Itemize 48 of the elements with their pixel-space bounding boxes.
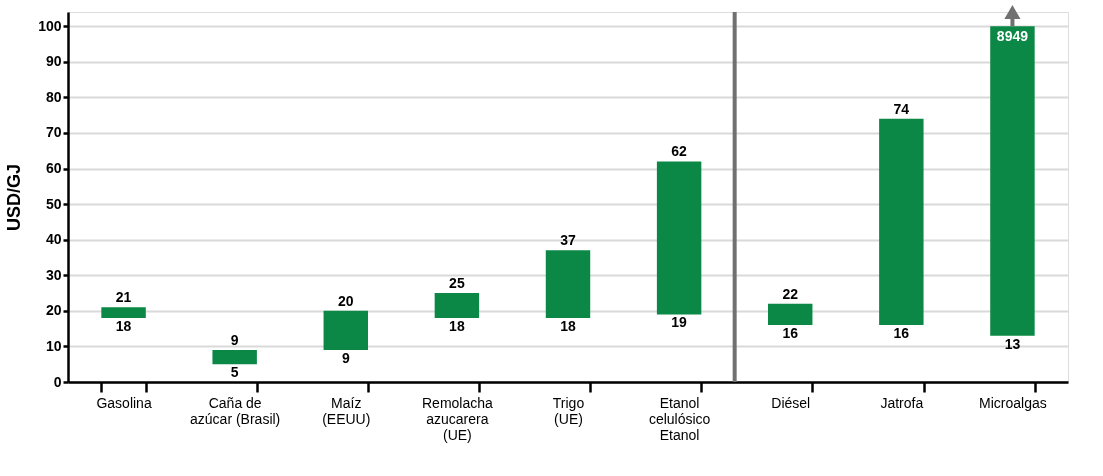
annotation: 22 xyxy=(782,285,799,302)
annotation: 5 xyxy=(230,364,239,381)
annotation: 21 xyxy=(115,289,132,306)
annotation: 74 xyxy=(893,100,910,117)
y-tick-label: 40 xyxy=(45,231,62,248)
y-tick-label: 30 xyxy=(45,266,62,283)
bar xyxy=(323,310,368,350)
x-tick-label: Caña de azúcar (Brasil) xyxy=(190,394,281,427)
x-tick-label: Microalgas xyxy=(979,394,1047,411)
annotation: 18 xyxy=(115,317,132,334)
x-tick-label: Jatrofa xyxy=(880,394,924,411)
x-tick-label: Remolacha azucarera (UE) xyxy=(421,394,493,443)
bar xyxy=(545,250,591,318)
y-tick-label: 20 xyxy=(45,302,62,319)
y-tick-label: 60 xyxy=(45,160,62,177)
annotation: 62 xyxy=(671,143,688,160)
annotation: 25 xyxy=(449,275,465,292)
x-tick-label: Gasolina xyxy=(96,394,152,411)
annotation: 13 xyxy=(1004,335,1021,352)
x-tick-label: Etanol celulósico Etanol xyxy=(648,394,711,443)
bar xyxy=(879,118,924,326)
bar xyxy=(768,303,813,326)
x-tick-label: Diésel xyxy=(771,394,811,411)
annotation: 19 xyxy=(671,314,688,331)
y-tick-label: 100 xyxy=(38,17,62,34)
annotation: 9 xyxy=(341,349,350,366)
annotation: 20 xyxy=(337,292,354,309)
y-tick-label: 70 xyxy=(45,124,62,141)
y-tick-label: 80 xyxy=(45,88,62,105)
y-tick-label: 50 xyxy=(45,195,62,212)
annotation: 16 xyxy=(893,325,910,342)
bar xyxy=(434,293,480,318)
y-tick-label: 90 xyxy=(45,53,62,70)
x-tick-label: Trigo (UE) xyxy=(552,394,585,427)
annotation: 9 xyxy=(230,331,239,348)
annotation: 18 xyxy=(449,317,465,334)
bar xyxy=(990,26,1035,336)
annotation: 16 xyxy=(782,325,799,342)
bar xyxy=(212,349,257,365)
bar xyxy=(656,161,702,315)
y-tick-label: 10 xyxy=(45,337,62,354)
annotation: 18 xyxy=(560,317,576,334)
bar xyxy=(101,307,146,318)
x-tick-label: Maíz (EEUU) xyxy=(322,394,371,427)
annotation: 37 xyxy=(560,232,576,249)
y-axis-title: USD/GJ xyxy=(4,163,25,232)
y-tick-label: 0 xyxy=(53,373,62,390)
annotation: 8949 xyxy=(996,28,1029,45)
